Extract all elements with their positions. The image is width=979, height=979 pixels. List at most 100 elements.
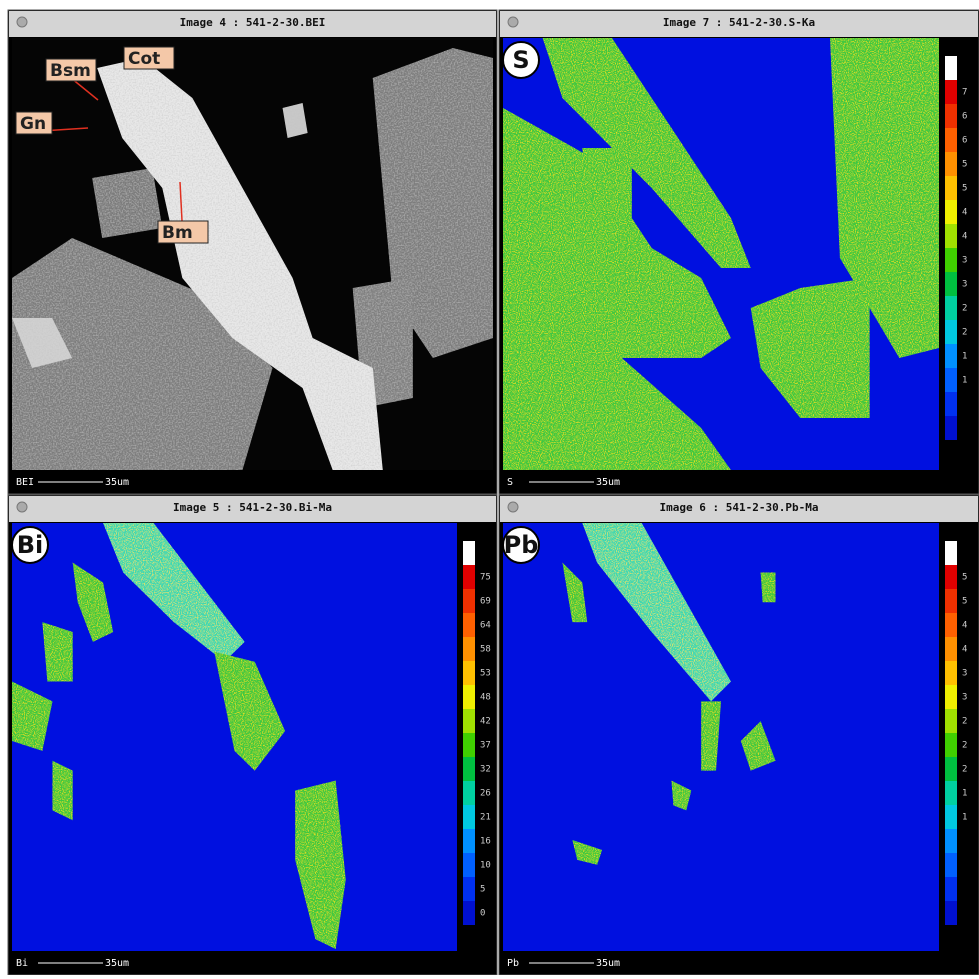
colorbar-swatch (945, 589, 957, 613)
colorbar-swatch (945, 56, 957, 80)
colorbar-swatch (945, 613, 957, 637)
status-label: BEI (16, 477, 34, 488)
colorbar-label: 6 (962, 136, 967, 146)
colorbar-label: 2 (962, 741, 967, 751)
colorbar-swatch (463, 757, 475, 781)
colorbar-label: 48 (480, 693, 491, 703)
colorbar-swatch (945, 637, 957, 661)
colorbar-label: 3 (962, 669, 967, 679)
colorbar-swatch (463, 829, 475, 853)
colorbar-label: 5 (962, 184, 967, 194)
colorbar-label: 2 (962, 328, 967, 338)
colorbar-label: 6 (962, 112, 967, 122)
colorbar-swatch (945, 224, 957, 248)
image-window: Image 7 : 541-2-30.S-KaS35umS76655443322… (499, 10, 979, 494)
colorbar-swatch (945, 272, 957, 296)
colorbar-label: 42 (480, 717, 491, 727)
colorbar-label: 3 (962, 256, 967, 266)
colorbar-label: 5 (962, 573, 967, 583)
image-window: Image 6 : 541-2-30.Pb-Ma Pb 35um Pb 5 5 4 4 3 3 2 2… (499, 495, 979, 975)
scale-label: 35um (596, 477, 620, 488)
colorbar-label: 1 (962, 789, 967, 799)
colorbar-swatch (945, 541, 957, 565)
window-icon (508, 502, 518, 512)
colorbar-swatch (945, 733, 957, 757)
colorbar-swatch (463, 661, 475, 685)
colorbar-swatch (463, 613, 475, 637)
colorbar-swatch (945, 829, 957, 853)
colorbar-label: 21 (480, 813, 491, 823)
colorbar-swatch (945, 152, 957, 176)
colorbar-label: 58 (480, 645, 491, 655)
colorbar-swatch (945, 80, 957, 104)
colorbar-label: 1 (962, 352, 967, 362)
mineral-label: Gn (20, 114, 46, 134)
colorbar-label: 4 (962, 621, 967, 631)
colorbar-swatch (945, 248, 957, 272)
colorbar-label: 3 (962, 693, 967, 703)
colorbar-label: 1 (962, 813, 967, 823)
colorbar-swatch (463, 853, 475, 877)
colorbar-label: 2 (962, 765, 967, 775)
grain-region (761, 573, 776, 603)
colorbar-swatch (463, 541, 475, 565)
window-title: Image 6 : 541-2-30.Pb-Ma (660, 501, 819, 514)
colorbar-swatch (945, 901, 957, 925)
colorbar-swatch (945, 200, 957, 224)
colorbar-swatch (945, 416, 957, 440)
colorbar-swatch (463, 781, 475, 805)
status-label: Bi (16, 958, 28, 969)
colorbar-label: 7 (962, 88, 967, 98)
colorbar-swatch (945, 565, 957, 589)
window-icon (17, 17, 27, 27)
colorbar-label: 1 (962, 376, 967, 386)
colorbar-label: 4 (962, 208, 967, 218)
colorbar-label: 32 (480, 765, 491, 775)
element-label: S (512, 46, 529, 74)
colorbar-swatch (463, 877, 475, 901)
colorbar-label: 5 (480, 885, 485, 895)
status-label: S (507, 477, 513, 488)
colorbar-swatch (463, 805, 475, 829)
colorbar-swatch (945, 368, 957, 392)
colorbar-label: 4 (962, 645, 967, 655)
colorbar-label: 64 (480, 621, 491, 631)
colorbar-swatch (463, 685, 475, 709)
window-icon (17, 502, 27, 512)
screenshot: Image 4 : 541-2-30.BEIBEI35umBsmCotGnBmI… (0, 0, 979, 975)
mineral-label: Cot (128, 49, 160, 69)
colorbar-label: 5 (962, 160, 967, 170)
colorbar-label: 0 (480, 909, 485, 919)
mineral-label: Bsm (50, 61, 91, 81)
window-title: Image 5 : 541-2-30.Bi-Ma (173, 501, 332, 514)
colorbar-swatch (945, 320, 957, 344)
scale-label: 35um (105, 477, 129, 488)
colorbar-label: 69 (480, 597, 491, 607)
element-label: Pb (504, 531, 539, 559)
colorbar-swatch (463, 901, 475, 925)
colorbar-swatch (463, 637, 475, 661)
colorbar-label: 37 (480, 741, 491, 751)
status-label: Pb (507, 958, 519, 969)
colorbar-swatch (945, 128, 957, 152)
micrograph (503, 38, 979, 470)
window-title: Image 4 : 541-2-30.BEI (180, 16, 326, 29)
window-title: Image 7 : 541-2-30.S-Ka (663, 16, 815, 29)
micrograph (503, 523, 979, 951)
scale-label: 35um (596, 958, 620, 969)
colorbar-label: 5 (962, 597, 967, 607)
colorbar-swatch (945, 685, 957, 709)
colorbar-swatch (463, 709, 475, 733)
colorbar-label: 3 (962, 280, 967, 290)
colorbar-swatch (945, 176, 957, 200)
image-window: Image 5 : 541-2-30.Bi-MaBi35umBi75696458… (8, 495, 497, 975)
colorbar-swatch (945, 805, 957, 829)
colorbar-swatch (463, 565, 475, 589)
grain-region (52, 761, 72, 820)
micrograph (12, 523, 497, 951)
colorbar-swatch (945, 344, 957, 368)
colorbar-swatch (463, 733, 475, 757)
colorbar-swatch (945, 853, 957, 877)
grain-region (92, 168, 162, 238)
